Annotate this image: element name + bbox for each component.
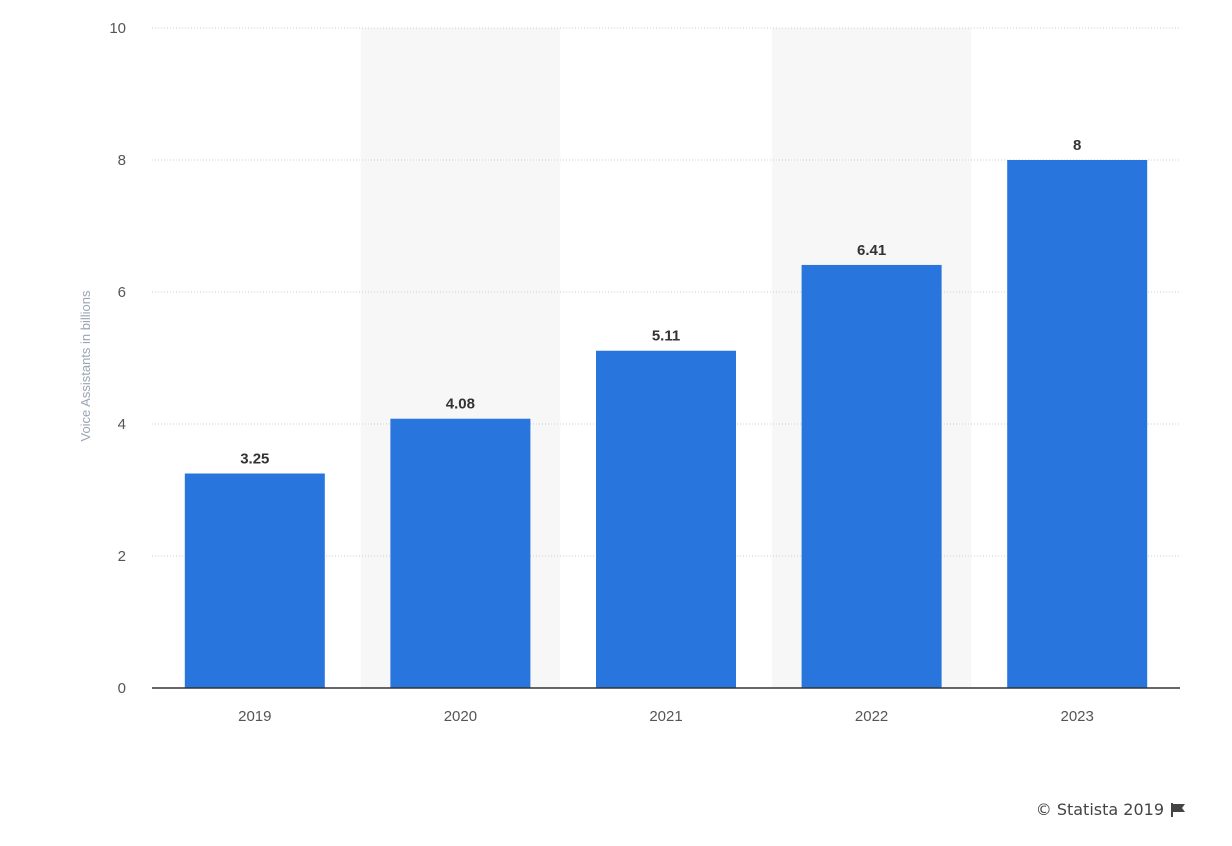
y-tick-label: 6 xyxy=(118,284,126,301)
bars xyxy=(184,160,1148,689)
data-labels: 3.25 4.08 5.11 6.41 8 xyxy=(240,137,1081,468)
flag-icon[interactable] xyxy=(1170,802,1186,818)
x-tick-label: 2019 xyxy=(238,708,271,725)
bar-2020[interactable] xyxy=(390,418,531,688)
data-label-2019: 3.25 xyxy=(240,451,269,468)
x-tick-label: 2022 xyxy=(855,708,888,725)
x-axis-ticks: 2019 2020 2021 2022 2023 xyxy=(238,708,1094,725)
y-tick-label: 2 xyxy=(118,548,126,565)
bar-2022[interactable] xyxy=(801,264,942,688)
y-axis-ticks: 0 2 4 6 8 10 xyxy=(109,20,126,697)
y-tick-label: 8 xyxy=(118,152,126,169)
statista-credit: © Statista 2019 xyxy=(1036,800,1186,819)
x-tick-label: 2023 xyxy=(1061,708,1094,725)
data-label-2022: 6.41 xyxy=(857,242,886,259)
x-tick-label: 2020 xyxy=(444,708,477,725)
credit-text: © Statista 2019 xyxy=(1035,800,1164,819)
bar-2023[interactable] xyxy=(1007,160,1148,688)
bar-2021[interactable] xyxy=(596,350,736,688)
y-tick-label: 10 xyxy=(109,20,126,37)
x-tick-label: 2021 xyxy=(649,708,682,725)
y-tick-label: 0 xyxy=(118,680,126,697)
y-axis-title: Voice Assistants in billions xyxy=(78,290,93,442)
y-tick-label: 4 xyxy=(118,416,126,433)
data-label-2020: 4.08 xyxy=(446,396,475,413)
data-label-2021: 5.11 xyxy=(652,328,680,345)
bar-2019[interactable] xyxy=(184,473,325,689)
data-label-2023: 8 xyxy=(1073,137,1081,154)
